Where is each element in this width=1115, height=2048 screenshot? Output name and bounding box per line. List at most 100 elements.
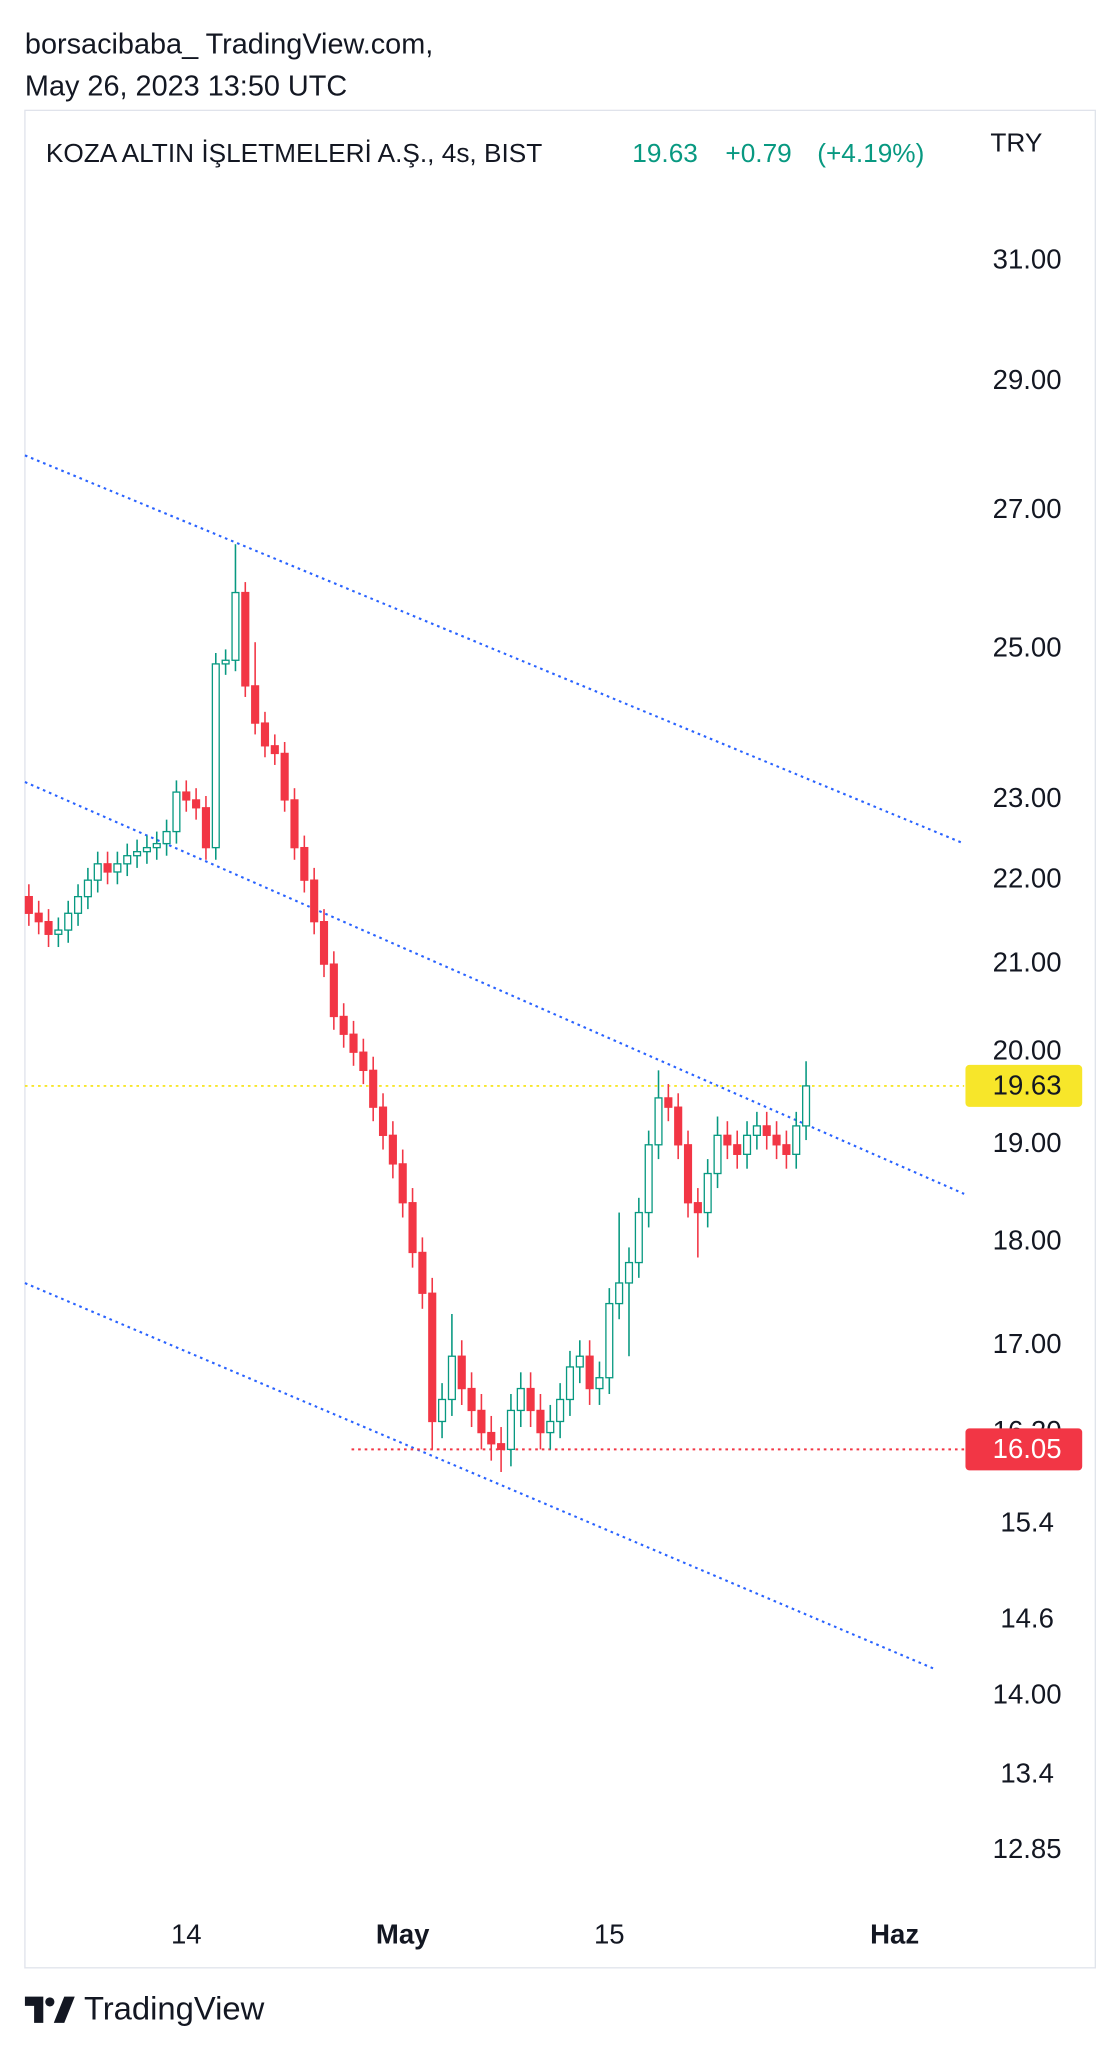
candle-body (742, 1134, 752, 1155)
author: borsacibaba_ TradingView.com, (25, 29, 433, 61)
candle-body (418, 1251, 427, 1294)
candle-body (782, 1144, 791, 1155)
candle-body (683, 1144, 693, 1204)
candle-body (546, 1420, 555, 1434)
x-tick-label: 14 (171, 1919, 202, 1950)
candle-body (300, 846, 309, 881)
y-tick-label: 19.00 (993, 1127, 1062, 1158)
candle-body (536, 1409, 545, 1434)
candle-body (388, 1134, 397, 1165)
legend-change: +0.79 (725, 138, 791, 168)
channel-lower (24, 1282, 935, 1670)
candle-body (437, 1398, 447, 1423)
y-tick-label: 22.00 (993, 862, 1062, 893)
y-tick-label: 14.6 (1000, 1603, 1054, 1634)
candle-body (152, 842, 161, 849)
candle-body (447, 1355, 456, 1401)
candle-body (428, 1292, 437, 1423)
candle-body (674, 1106, 683, 1146)
candle-body (231, 591, 240, 661)
candle-body (526, 1387, 535, 1412)
symbol: KOZA ALTIN İŞLETMELERİ A.Ş., 4s, BIST (46, 138, 542, 168)
candle-body (93, 863, 102, 881)
x-tick-label: Haz (870, 1919, 919, 1950)
candle-body (260, 722, 270, 747)
support-box (965, 1428, 1083, 1471)
candle-body (64, 912, 73, 931)
candle-body (192, 799, 201, 809)
last-price-box (965, 1064, 1083, 1107)
candle-body (693, 1202, 702, 1214)
brand: TradingView (84, 1990, 265, 2027)
legend-price: 19.63 (632, 138, 698, 168)
candle-body (565, 1366, 575, 1401)
candle-body (802, 1085, 811, 1127)
candle-body (24, 895, 33, 914)
logo (24, 1996, 75, 2023)
candle-body (310, 879, 319, 923)
candle-body (624, 1261, 634, 1284)
y-tick-label: 29.00 (993, 364, 1062, 395)
candle-body (103, 863, 112, 873)
chart-frame (24, 109, 1096, 1969)
candle-body (280, 752, 289, 801)
candle-body (772, 1134, 781, 1146)
y-tick-label: 18.00 (993, 1225, 1062, 1256)
candle-body (211, 663, 220, 849)
candle-body (497, 1443, 506, 1451)
candle-body (270, 745, 279, 755)
y-tick-label: 27.00 (993, 493, 1062, 524)
x-tick-label: 15 (594, 1919, 625, 1950)
candle-body (457, 1355, 466, 1390)
candle-body (44, 921, 53, 935)
candle-body (319, 921, 329, 965)
candle-body (73, 895, 83, 914)
y-tick-label: 31.00 (993, 243, 1062, 274)
candle-body (290, 799, 299, 849)
y-tick-label: 23.00 (993, 782, 1062, 813)
channel-upper (24, 454, 965, 845)
x-tick-label: May (376, 1919, 430, 1950)
candle-body (792, 1125, 801, 1155)
candle-body (349, 1033, 358, 1053)
candle-body (182, 791, 191, 801)
y-tick-label: 13.4 (1000, 1757, 1054, 1788)
candle-body (123, 855, 132, 865)
candle-body (516, 1387, 525, 1412)
candle-body (506, 1409, 515, 1451)
support-label: 16.05 (993, 1433, 1062, 1464)
candle-body (723, 1134, 732, 1146)
candle-body (713, 1134, 722, 1175)
y-tick-label: 12.85 (993, 1833, 1062, 1864)
y-tick-label: 14.00 (993, 1678, 1062, 1709)
candle-body (762, 1125, 771, 1136)
candle-body (487, 1431, 496, 1445)
candle-body (162, 830, 171, 845)
candle-body (556, 1398, 565, 1423)
candle-body (752, 1125, 761, 1136)
last-price-label: 19.63 (993, 1070, 1062, 1101)
candle-body (733, 1144, 742, 1155)
candle-body (54, 929, 63, 935)
y-tick-label: 15.4 (1000, 1506, 1054, 1537)
y-tick-label: 20.00 (993, 1034, 1062, 1065)
currency: TRY (990, 127, 1042, 157)
candle-body (221, 659, 230, 665)
candle-body (201, 807, 211, 849)
candle-body (477, 1409, 486, 1434)
candle-body (585, 1355, 594, 1390)
candle-body (398, 1163, 407, 1204)
candle-body (575, 1355, 584, 1368)
candle-body (654, 1097, 663, 1146)
candle-body (241, 591, 250, 687)
candle-body (634, 1211, 643, 1264)
y-tick-label: 17.00 (993, 1328, 1062, 1359)
candle-body (664, 1097, 673, 1108)
candle-body (113, 863, 122, 873)
legend-change-percent: (+4.19%) (817, 138, 924, 168)
candle-body (339, 1015, 348, 1035)
candle-body (605, 1302, 614, 1379)
candle-body (369, 1069, 378, 1108)
